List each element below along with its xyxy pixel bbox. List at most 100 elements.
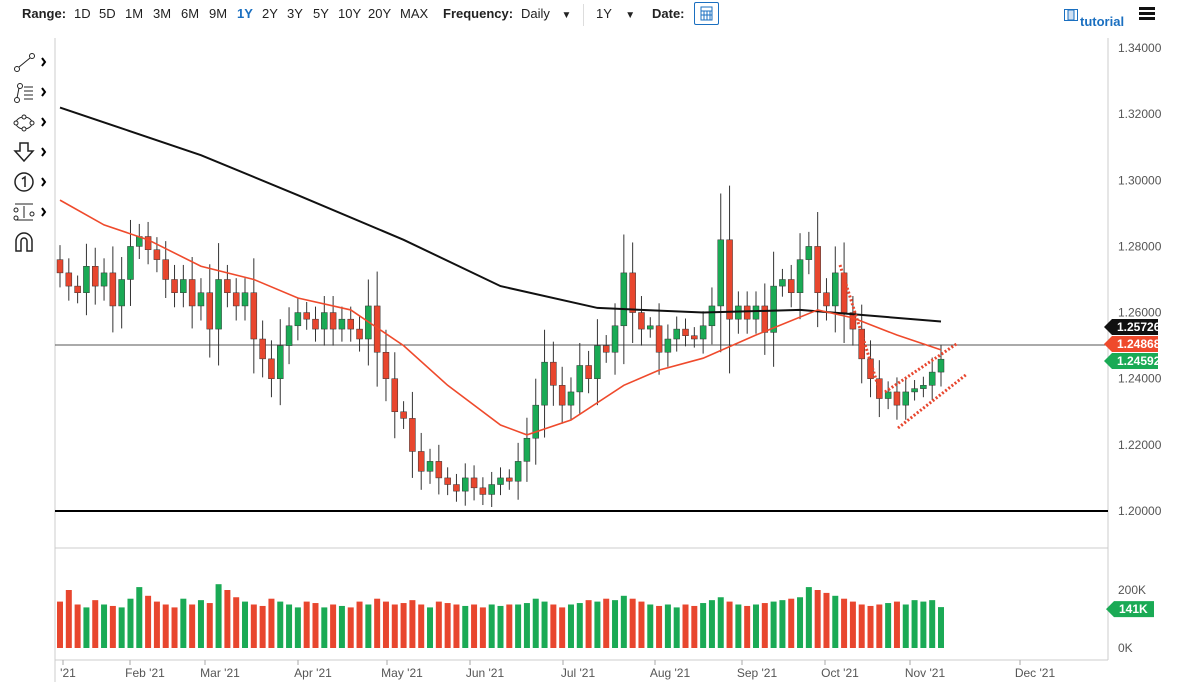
volume-bar [885,603,892,648]
volume-bar [321,607,328,648]
range-5d[interactable]: 5D [99,6,116,21]
volume-bar [427,607,434,648]
volume-bar [83,607,90,648]
price-label-tag [1104,353,1158,369]
volume-bar [303,601,310,648]
candle-body [761,305,769,333]
candle-body [338,318,346,330]
volume-bar [849,601,856,648]
volume-bar [462,605,469,648]
range-5y[interactable]: 5Y [313,6,329,21]
volume-bar [691,605,698,648]
volume-tick: 0K [1118,641,1133,655]
range-9m[interactable]: 9M [209,6,228,21]
range-label: Range: [22,6,67,21]
range-6m[interactable]: 6M [181,6,200,21]
candle-body [664,338,672,353]
candle-body [752,305,760,320]
volume-bar [559,607,566,648]
number-tool[interactable] [12,170,52,200]
range-2y[interactable]: 2Y [262,6,278,21]
candle-body [726,239,733,320]
range-1d[interactable]: 1D [74,6,91,21]
magnet-icon [15,232,33,252]
volume-bar [136,587,143,648]
arrow-tool[interactable] [12,140,52,170]
volume-bar [682,604,689,648]
magnet-tool[interactable] [12,230,52,260]
volume-bar [612,600,619,648]
volume-bar [603,598,610,648]
volume-bar [532,598,539,648]
candle-body [268,358,275,379]
candle-body [321,312,328,330]
candle-body [541,361,548,406]
ma200-line [59,106,942,323]
volume-bar [841,598,848,648]
candle-body [56,259,64,274]
volume-bar [400,603,407,648]
measure-tool[interactable] [12,200,52,230]
volume-bar [374,598,381,648]
candle-body [417,451,425,472]
candle-body [259,338,266,360]
volume-tick: 200K [1118,583,1146,597]
fib-tool[interactable] [12,80,52,110]
x-tick-label: Jul '21 [561,666,596,680]
hamburger-menu-icon[interactable] [1139,7,1155,22]
volume-bar [770,601,777,648]
volume-bar [664,604,671,648]
candle-body [814,246,821,293]
price-tick: 1.34000 [1118,41,1162,55]
candle-body [787,279,795,293]
candle-body [426,461,434,472]
shape-tool[interactable] [12,110,52,140]
volume-bar [673,607,680,648]
candle-body [462,477,469,492]
volume-bar [92,600,99,648]
volume-bar [74,604,81,648]
volume-bar [620,595,627,648]
candle-body [629,272,636,313]
candle-body [127,246,134,280]
arrow-down-icon [13,142,47,163]
range-max[interactable]: MAX [400,6,429,21]
volume-bar [647,604,654,648]
frequency-select[interactable]: Daily ▼ [521,6,571,21]
range-20y[interactable]: 20Y [368,6,392,21]
candle-body [849,312,857,330]
candle-body [770,285,777,333]
volume-bar [752,604,759,648]
candle-body [250,292,258,340]
range-10y[interactable]: 10Y [338,6,362,21]
candle-body [329,312,337,330]
range-1y[interactable]: 1Y [237,6,253,21]
period-select[interactable]: 1Y ▼ [596,6,635,21]
candle-body [241,292,249,307]
range-1m[interactable]: 1M [125,6,144,21]
candle-body [647,325,654,330]
range-3m[interactable]: 3M [153,6,172,21]
candle-body [100,272,108,287]
date-picker-button[interactable] [694,2,719,25]
volume-label-value: 141K [1119,602,1148,616]
toolbar: Range: Frequency: Daily ▼ 1Y ▼ Date: tut… [0,0,1178,30]
range-3y[interactable]: 3Y [287,6,303,21]
candle-body [153,249,161,260]
candle-body [382,351,390,379]
trendline-tool[interactable] [12,50,52,80]
trendline-icon [14,53,47,72]
volume-bar [312,603,319,648]
tutorial-link[interactable]: tutorial [1064,8,1124,29]
volume-bar [858,604,865,648]
candle-body [444,477,451,485]
number-marker-icon [14,172,47,192]
candle-body [91,266,99,287]
volume-bar [206,603,213,648]
candle-body [312,318,319,330]
candle-body [409,418,416,452]
volume-bar [286,604,293,648]
volume-bar [550,604,557,648]
candle-body [902,391,910,406]
